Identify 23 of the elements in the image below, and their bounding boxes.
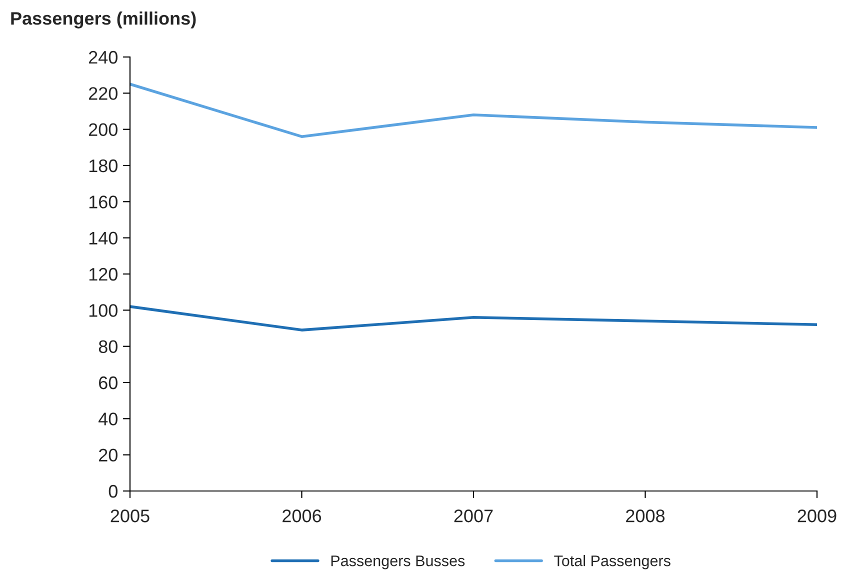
x-tick-label: 2005 xyxy=(110,510,150,522)
y-tick-label: 220 xyxy=(88,87,118,100)
y-tick-label: 20 xyxy=(99,448,118,462)
y-tick-label: 140 xyxy=(89,232,118,245)
y-tick-label: 200 xyxy=(88,123,118,136)
legend-label: Passengers Busses xyxy=(331,556,465,570)
y-axis-title: Passengers (millions) xyxy=(11,12,196,28)
y-tick-label: 180 xyxy=(89,159,118,172)
y-tick-label: 120 xyxy=(89,268,118,281)
x-tick-label: 2009 xyxy=(798,510,836,522)
line-series xyxy=(130,305,817,332)
x-tick-label: 2006 xyxy=(282,510,322,522)
x-tick-label: 2007 xyxy=(454,510,493,522)
legend-label: Total Passengers xyxy=(554,555,670,570)
x-tick-label: 2008 xyxy=(626,510,665,522)
y-tick-label: 0 xyxy=(108,484,118,498)
y-tick-label: 40 xyxy=(98,412,118,426)
y-tick-label: 60 xyxy=(99,376,118,390)
line-series xyxy=(130,82,817,138)
y-tick-label: 100 xyxy=(89,304,118,317)
y-tick-label: 80 xyxy=(98,340,118,354)
y-tick-label: 240 xyxy=(88,50,118,64)
y-tick-label: 160 xyxy=(89,196,118,208)
